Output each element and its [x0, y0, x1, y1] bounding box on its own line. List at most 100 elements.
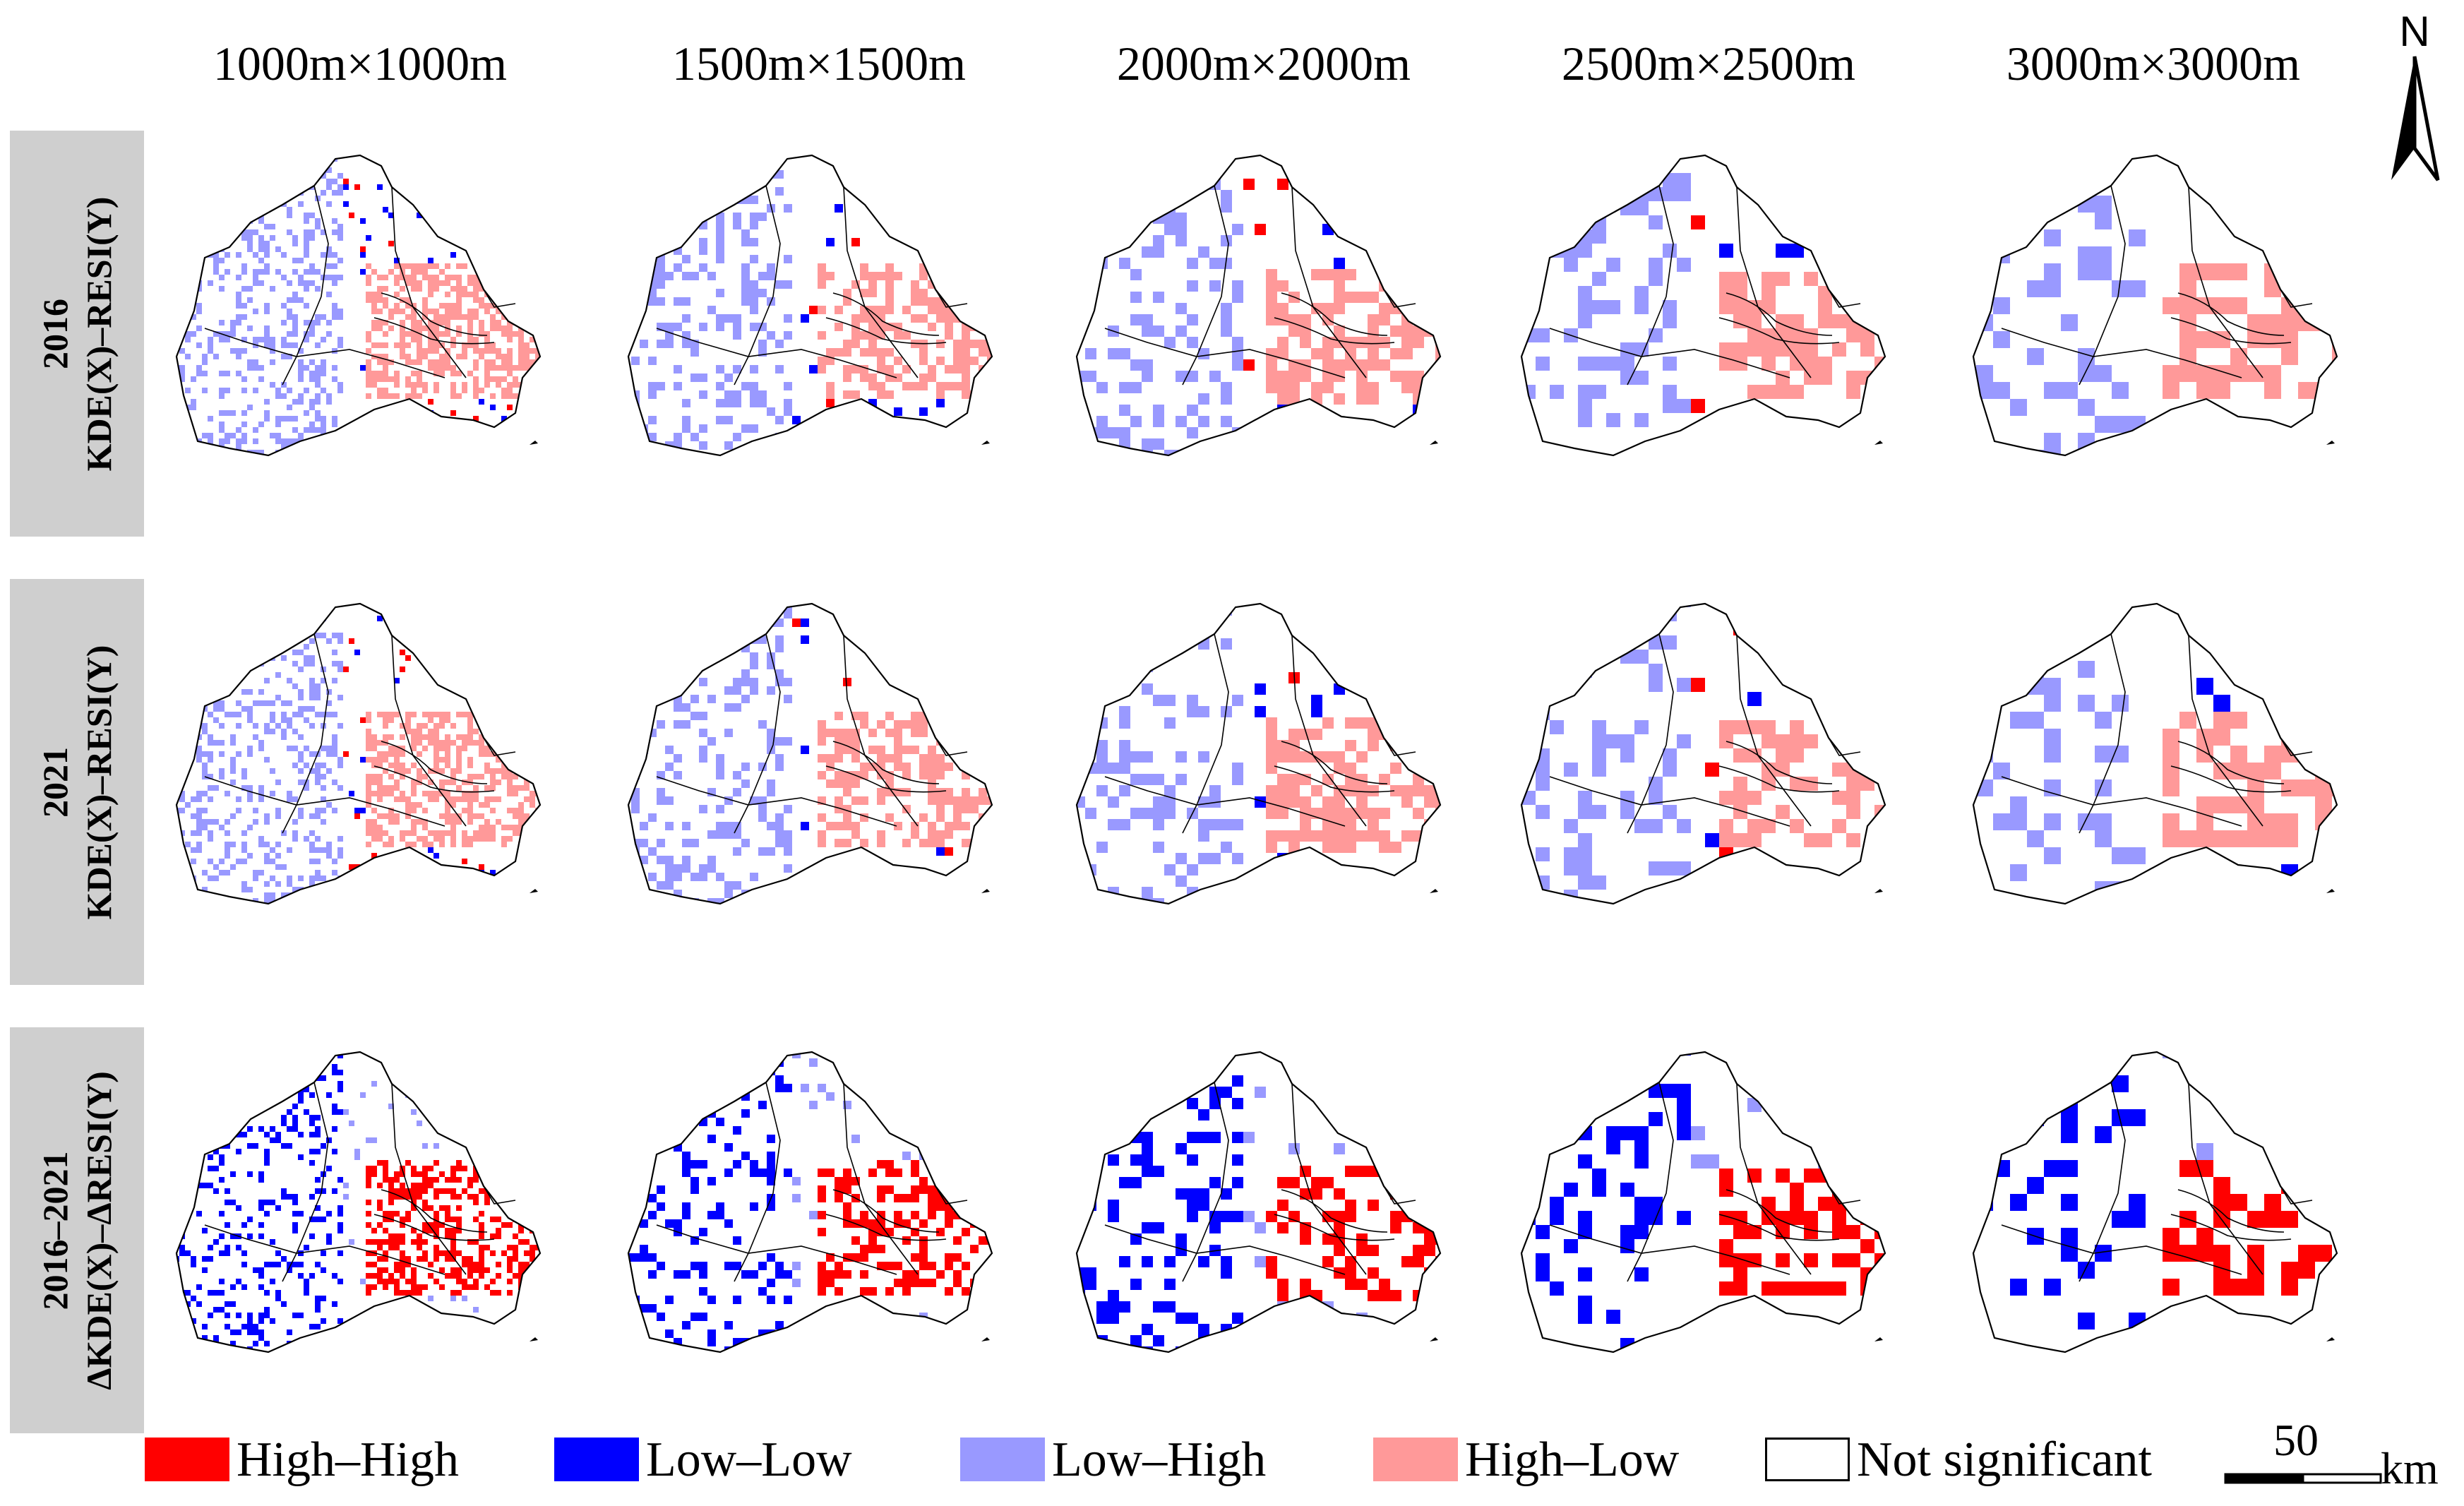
island-mark — [530, 441, 538, 445]
region-base — [1973, 604, 2337, 904]
legend-swatch-low-low — [554, 1438, 639, 1481]
region-base — [1521, 155, 1885, 455]
district-boundary — [1182, 633, 1229, 834]
island-mark — [981, 889, 990, 893]
map-panel-r3-c4 — [1520, 1051, 1886, 1353]
district-boundary — [1718, 1214, 1840, 1241]
island-mark — [2326, 889, 2335, 893]
map-panel-r3-c1 — [175, 1051, 542, 1353]
district-boundary — [734, 1082, 781, 1282]
district-boundary — [1627, 633, 1674, 834]
district-boundary — [373, 765, 495, 793]
row-label-2016: 2016 KDE(X)–RESI(Y) — [10, 131, 144, 537]
district-boundary — [1104, 1224, 1346, 1275]
district-boundary — [1281, 741, 1388, 784]
district-boundary — [2001, 328, 2242, 378]
column-header-2000m: 2000m×2000m — [1116, 37, 1411, 90]
column-header-3000m: 3000m×3000m — [2006, 37, 2301, 90]
scale-bar-value: 50 — [2273, 1415, 2319, 1465]
legend-swatch-not-significant — [1765, 1438, 1850, 1481]
region-outline — [1972, 154, 2338, 457]
map-panel-r3-c3 — [1075, 1051, 1442, 1353]
district-boundary — [381, 741, 488, 784]
island-mark — [2326, 1337, 2335, 1341]
island-mark — [1430, 1337, 1438, 1341]
region-base — [1973, 1052, 2337, 1352]
district-boundary — [204, 328, 445, 378]
island-mark — [2326, 441, 2335, 445]
district-boundary — [381, 1189, 488, 1233]
district-boundary — [2280, 1185, 2313, 1205]
district-boundary — [1281, 1189, 1388, 1233]
district-boundary — [2177, 741, 2285, 784]
district-boundary — [204, 776, 445, 827]
region-outline — [1972, 1051, 2338, 1353]
district-boundary — [1828, 737, 1861, 756]
district-boundary — [373, 317, 495, 345]
map-panel-r3-c5 — [1972, 1051, 2338, 1353]
column-header-2500m: 2500m×2500m — [1561, 37, 1856, 90]
district-boundary — [1383, 1185, 1416, 1205]
district-boundary — [2079, 185, 2126, 386]
island-mark — [1430, 441, 1438, 445]
district-boundary — [1726, 292, 1833, 336]
district-boundary — [1182, 185, 1229, 386]
row-label-2021: 2021 KDE(X)–RESI(Y) — [10, 579, 144, 985]
region-outline — [175, 602, 542, 905]
row-variables-2021: KDE(X)–RESI(Y) — [79, 645, 119, 919]
district-boundary — [1274, 317, 1395, 345]
district-boundary — [483, 289, 516, 308]
district-boundary — [656, 1224, 897, 1275]
district-boundary — [2170, 1214, 2292, 1241]
legend-label-low-low: Low–Low — [646, 1433, 852, 1487]
map-panel-r2-c3 — [1075, 602, 1442, 905]
region-outline — [627, 1051, 993, 1353]
district-boundary — [1549, 328, 1790, 378]
legend-swatch-high-low — [1373, 1438, 1458, 1481]
region-outline — [627, 602, 993, 905]
legend-label-high-low: High–Low — [1465, 1433, 1680, 1487]
district-boundary — [381, 292, 488, 336]
region-outline — [1075, 1051, 1442, 1353]
district-boundary — [2170, 317, 2292, 345]
district-boundary — [2001, 1224, 2242, 1275]
island-mark — [1874, 1337, 1883, 1341]
district-boundary — [935, 1185, 968, 1205]
scale-bar-graphic — [2224, 1473, 2382, 1484]
map-panel-r2-c2 — [627, 602, 993, 905]
district-boundary — [1549, 1224, 1790, 1275]
legend-label-not-significant: Not significant — [1857, 1433, 2152, 1487]
legend-label-high-high: High–High — [237, 1433, 459, 1487]
district-boundary — [1828, 289, 1861, 308]
district-boundary — [282, 1082, 329, 1282]
row-year-2021: 2021 — [35, 746, 75, 818]
district-boundary — [2280, 289, 2313, 308]
region-base — [177, 155, 540, 455]
district-boundary — [1104, 328, 1346, 378]
legend-swatch-low-high — [960, 1438, 1045, 1481]
north-arrow-icon — [2391, 56, 2440, 181]
map-panel-r2-c1 — [175, 602, 542, 905]
region-outline — [1075, 602, 1442, 905]
district-boundary — [204, 1224, 445, 1275]
north-label: N — [2399, 8, 2430, 55]
region-outline — [175, 154, 542, 457]
district-boundary — [825, 317, 947, 345]
row-label-change: 2016–2021 ΔKDE(X)–ΔRESI(Y) — [10, 1027, 144, 1433]
island-mark — [530, 1337, 538, 1341]
district-boundary — [1718, 765, 1840, 793]
map-panel-r1-c5 — [1972, 154, 2338, 457]
island-mark — [530, 889, 538, 893]
district-boundary — [935, 737, 968, 756]
row-variables-2016: KDE(X)–RESI(Y) — [79, 196, 119, 471]
district-boundary — [2079, 633, 2126, 834]
district-boundary — [1627, 1082, 1674, 1282]
district-boundary — [2079, 1082, 2126, 1282]
district-boundary — [1182, 1082, 1229, 1282]
legend-swatch-high-high — [145, 1438, 229, 1481]
scale-bar: 50 km — [2224, 1416, 2450, 1493]
region-outline — [175, 1051, 542, 1353]
island-mark — [1430, 889, 1438, 893]
region-outline — [1520, 154, 1886, 457]
map-panel-r1-c3 — [1075, 154, 1442, 457]
